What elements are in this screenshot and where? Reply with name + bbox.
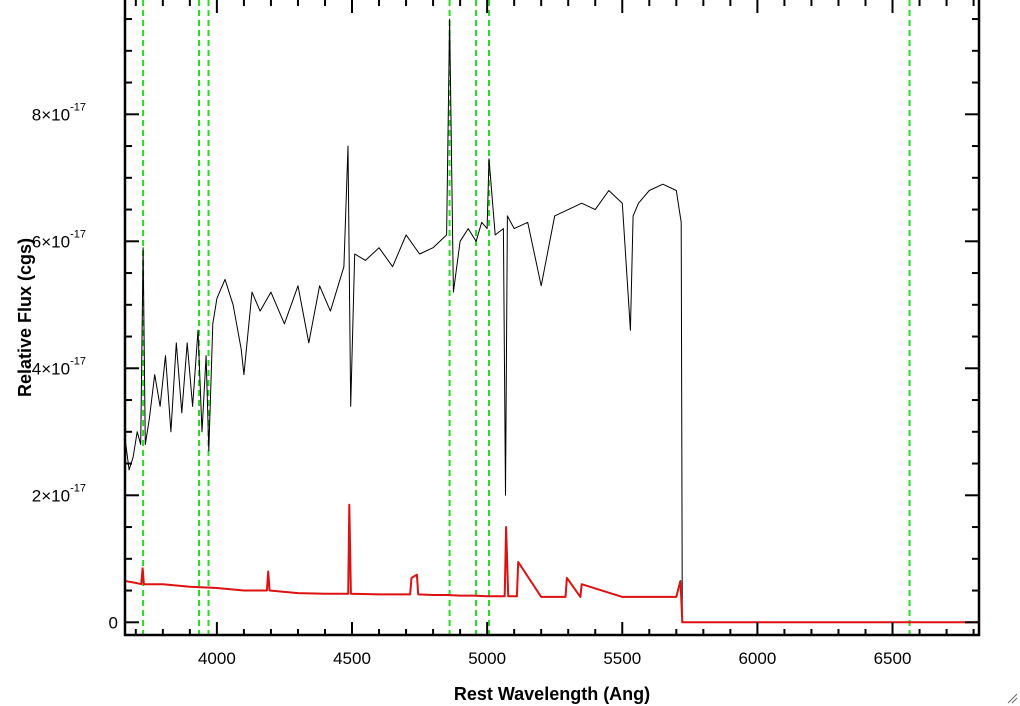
y-tick-label: 2×10-17 — [32, 482, 86, 505]
plot-frame — [123, 0, 981, 637]
tick-labels: 4000 4500 5000 5500 6000 6500 0 2×10-17 4×10-17 6… — [32, 101, 912, 668]
y-axis-title: Relative Flux (cgs) — [15, 238, 35, 397]
error-series-line — [124, 503, 979, 624]
x-tick-label: 5500 — [603, 649, 641, 668]
x-tick-label: 6500 — [874, 649, 912, 668]
reference-lines — [142, 0, 911, 635]
y-tick-label: 4×10-17 — [32, 355, 86, 378]
y-tick-label: 6×10-17 — [32, 228, 86, 251]
x-tick-label: 4500 — [333, 649, 371, 668]
x-tick-label: 6000 — [738, 649, 776, 668]
resize-grip-icon[interactable] — [1007, 693, 1018, 704]
x-tick-label: 5000 — [468, 649, 506, 668]
x-tick-label: 4000 — [198, 649, 236, 668]
flux-series-line — [124, 18, 979, 623]
x-axis-title: Rest Wavelength (Ang) — [454, 684, 650, 704]
y-tick-label: 0 — [109, 613, 118, 632]
y-tick-label: 8×10-17 — [32, 101, 86, 124]
series-layer — [124, 18, 979, 624]
